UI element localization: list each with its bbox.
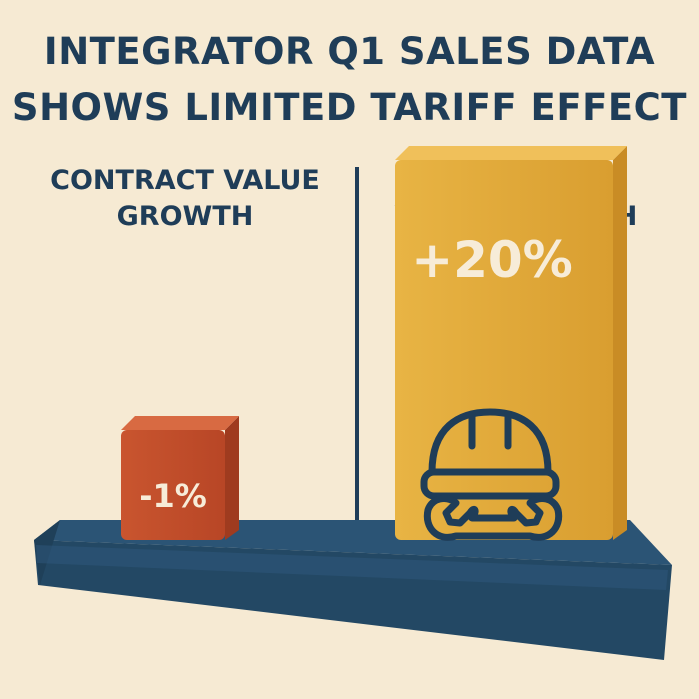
bar-top-face xyxy=(395,146,627,160)
data-label-proposal: +20% xyxy=(411,231,573,289)
category-label-contract-line-1: CONTRACT VALUE xyxy=(50,165,320,196)
bar-top-face xyxy=(121,416,239,430)
base-platform xyxy=(34,520,672,660)
category-label-contract-line-2: GROWTH xyxy=(116,201,254,232)
bar-side-face xyxy=(225,416,239,540)
chart-title-line-1: INTEGRATOR Q1 SALES DATA xyxy=(43,30,656,73)
data-label-contract: -1% xyxy=(139,477,207,515)
bar-side-face xyxy=(613,146,627,540)
bar-proposal-value-growth xyxy=(395,146,627,540)
wrench-icon xyxy=(423,495,563,541)
bar-front-face xyxy=(121,430,225,540)
chart-title-line-2: SHOWS LIMITED TARIFF EFFECT xyxy=(11,86,688,129)
category-label-contract: CONTRACT VALUE GROWTH xyxy=(20,163,350,235)
bar-contract-value-growth xyxy=(121,416,239,540)
bar-front-face xyxy=(395,160,613,540)
hard-hat-icon xyxy=(420,408,560,500)
